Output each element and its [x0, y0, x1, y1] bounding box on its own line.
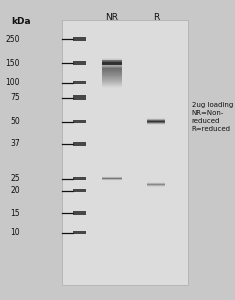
Bar — [102, 72, 122, 75]
Bar — [73, 177, 86, 180]
Text: 250: 250 — [5, 34, 20, 43]
Text: 25: 25 — [10, 174, 20, 183]
Text: 100: 100 — [5, 78, 20, 87]
Bar — [102, 59, 122, 60]
Bar — [102, 62, 122, 63]
Text: kDa: kDa — [11, 16, 31, 26]
Text: NR: NR — [105, 14, 118, 22]
Bar — [73, 142, 86, 146]
Bar — [102, 58, 122, 59]
Bar — [73, 95, 86, 100]
Text: 20: 20 — [10, 186, 20, 195]
Bar — [102, 75, 122, 78]
Bar — [102, 65, 122, 66]
Bar — [73, 81, 86, 84]
Text: 37: 37 — [10, 140, 20, 148]
Text: 50: 50 — [10, 117, 20, 126]
Bar — [102, 59, 122, 60]
Bar — [102, 76, 122, 79]
Bar — [102, 70, 122, 73]
Bar — [102, 73, 122, 76]
Bar — [102, 82, 122, 85]
Bar — [102, 61, 122, 62]
Bar — [102, 69, 122, 72]
Bar — [102, 67, 122, 68]
Bar — [102, 85, 122, 88]
Bar — [102, 82, 122, 85]
Text: 2ug loading
NR=Non-
reduced
R=reduced: 2ug loading NR=Non- reduced R=reduced — [192, 102, 233, 132]
Bar — [102, 64, 122, 65]
Bar — [73, 120, 86, 123]
Bar — [102, 81, 122, 84]
Bar — [73, 231, 86, 234]
Bar — [102, 78, 122, 81]
Bar — [102, 84, 122, 87]
Text: 75: 75 — [10, 93, 20, 102]
Text: 10: 10 — [10, 228, 20, 237]
Bar — [102, 79, 122, 82]
Text: R: R — [153, 14, 159, 22]
Bar — [73, 211, 86, 215]
Bar — [102, 71, 122, 74]
Bar — [73, 61, 86, 65]
Bar — [102, 67, 122, 70]
Bar — [62, 20, 188, 285]
Bar — [73, 37, 86, 41]
Bar — [102, 60, 122, 61]
Bar — [102, 66, 122, 69]
Bar — [102, 66, 122, 67]
Text: 150: 150 — [5, 58, 20, 68]
Bar — [102, 74, 122, 77]
Bar — [73, 189, 86, 192]
Bar — [102, 77, 122, 80]
Text: 15: 15 — [10, 208, 20, 217]
Bar — [102, 80, 122, 82]
Bar — [102, 68, 122, 71]
Bar — [102, 63, 122, 64]
